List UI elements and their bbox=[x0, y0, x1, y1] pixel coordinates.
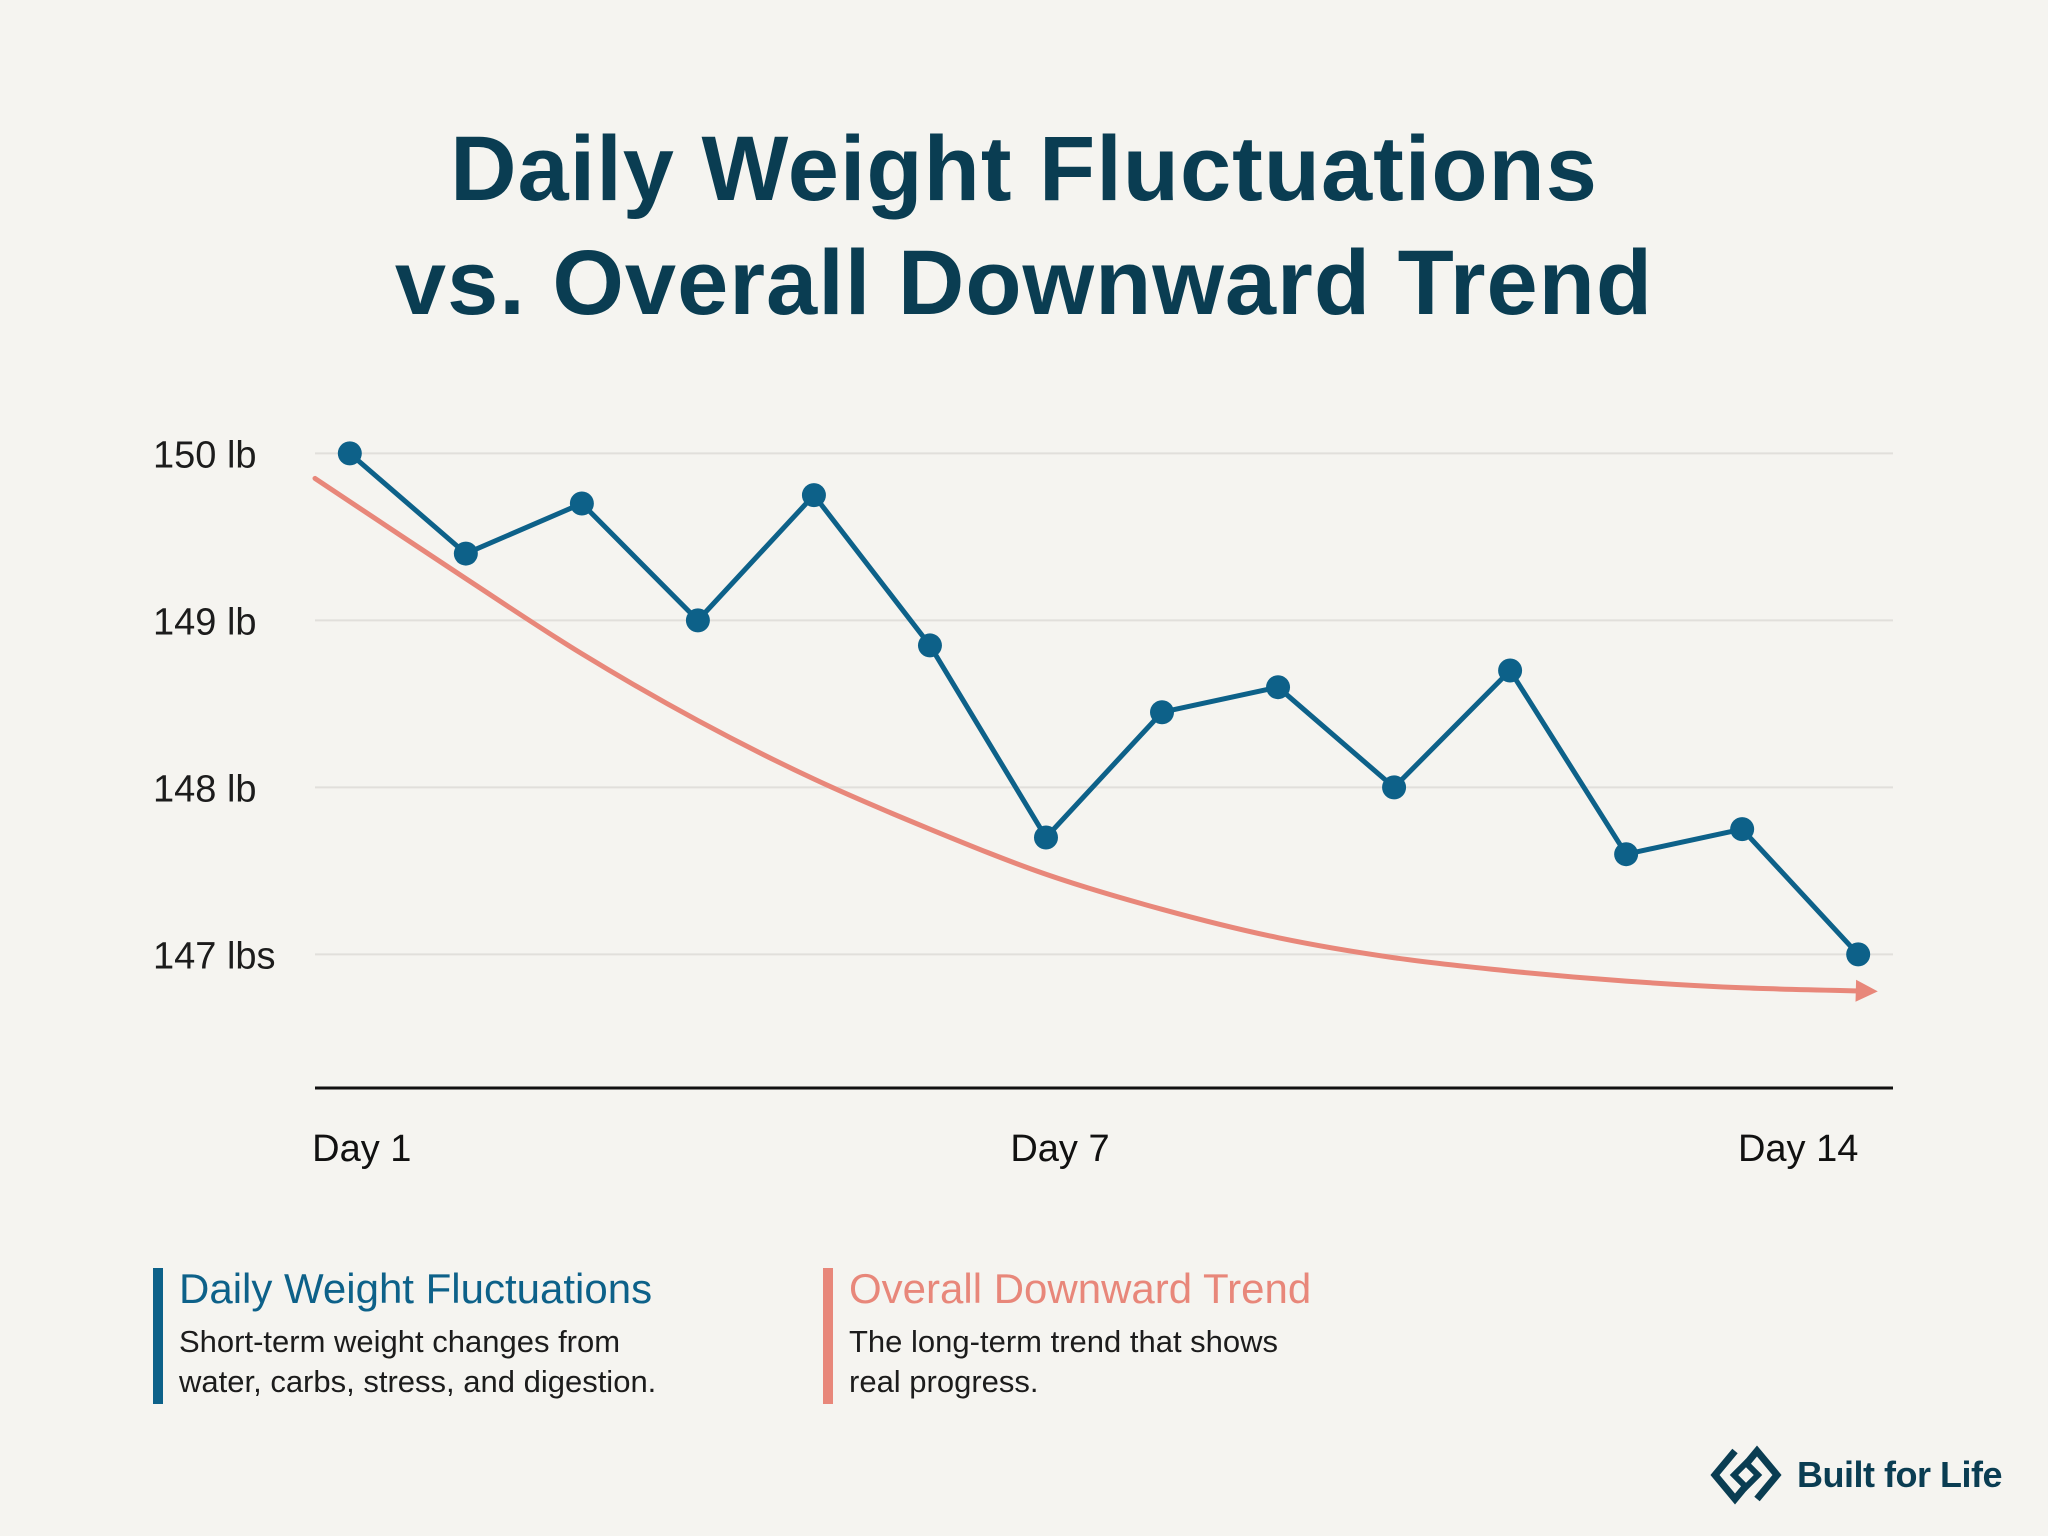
daily-weight-point bbox=[1846, 942, 1871, 967]
y-tick-label: 149 lb bbox=[153, 601, 257, 643]
daily-weight-point bbox=[1266, 675, 1291, 700]
x-axis-tick-labels: Day 1 Day 7 Day 14 bbox=[312, 1128, 1858, 1170]
y-axis-tick-labels: 150 lb 149 lb 148 lb 147 lbs bbox=[153, 434, 276, 977]
trend-arrowhead bbox=[1855, 979, 1878, 1002]
legend-description-daily-line-1: Short-term weight changes from bbox=[179, 1324, 621, 1359]
diamond-logo-icon bbox=[1710, 1445, 1782, 1505]
chart-title: Daily Weight Fluctuations vs. Overall Do… bbox=[0, 112, 2048, 340]
brand-name: Built for Life bbox=[1797, 1454, 2002, 1495]
y-tick-label: 148 lb bbox=[153, 768, 257, 810]
chart-title-line-1: Daily Weight Fluctuations bbox=[450, 118, 1598, 220]
daily-weight-point bbox=[569, 491, 594, 516]
x-tick-label: Day 14 bbox=[1738, 1128, 1858, 1170]
legend-item-daily-fluctuations: Daily Weight Fluctuations Short-term wei… bbox=[153, 1265, 656, 1404]
daily-weight-point bbox=[1614, 842, 1639, 867]
legend-title-trend: Overall Downward Trend bbox=[849, 1265, 1312, 1312]
chart-title-line-2: vs. Overall Downward Trend bbox=[394, 232, 1654, 334]
brand-logo: Built for Life bbox=[1709, 1440, 2002, 1510]
legend-color-bar-trend bbox=[823, 1268, 833, 1404]
y-tick-label: 150 lb bbox=[153, 434, 257, 476]
daily-weight-point bbox=[337, 441, 362, 466]
daily-weight-point bbox=[801, 483, 826, 508]
daily-weight-point bbox=[1382, 775, 1407, 800]
x-tick-label: Day 1 bbox=[312, 1128, 411, 1170]
legend-item-downward-trend: Overall Downward Trend The long-term tre… bbox=[823, 1265, 1311, 1404]
gridlines bbox=[315, 452, 1893, 956]
legend-color-bar-daily bbox=[153, 1268, 163, 1404]
daily-weight-point bbox=[917, 633, 942, 658]
legend-title-daily: Daily Weight Fluctuations bbox=[179, 1265, 653, 1312]
trend-curve bbox=[312, 475, 1873, 994]
legend-description-trend: The long-term trend that shows real prog… bbox=[849, 1322, 1311, 1402]
legend-description-daily: Short-term weight changes from water, ca… bbox=[179, 1322, 656, 1402]
legend-description-daily-line-2: water, carbs, stress, and digestion. bbox=[179, 1364, 657, 1399]
y-tick-label: 147 lbs bbox=[153, 935, 276, 977]
legend-description-trend-line-1: The long-term trend that shows bbox=[849, 1324, 1279, 1359]
daily-weight-point bbox=[1033, 825, 1058, 850]
daily-weight-line bbox=[348, 451, 1861, 957]
daily-weight-point bbox=[685, 608, 710, 633]
daily-weight-point bbox=[1730, 817, 1755, 842]
daily-weight-point bbox=[1150, 700, 1175, 725]
daily-weight-point bbox=[1498, 658, 1523, 683]
plot-area bbox=[312, 441, 1878, 1002]
daily-weight-point bbox=[453, 541, 478, 566]
x-tick-label: Day 7 bbox=[1010, 1128, 1109, 1170]
legend-description-trend-line-2: real progress. bbox=[849, 1364, 1039, 1399]
